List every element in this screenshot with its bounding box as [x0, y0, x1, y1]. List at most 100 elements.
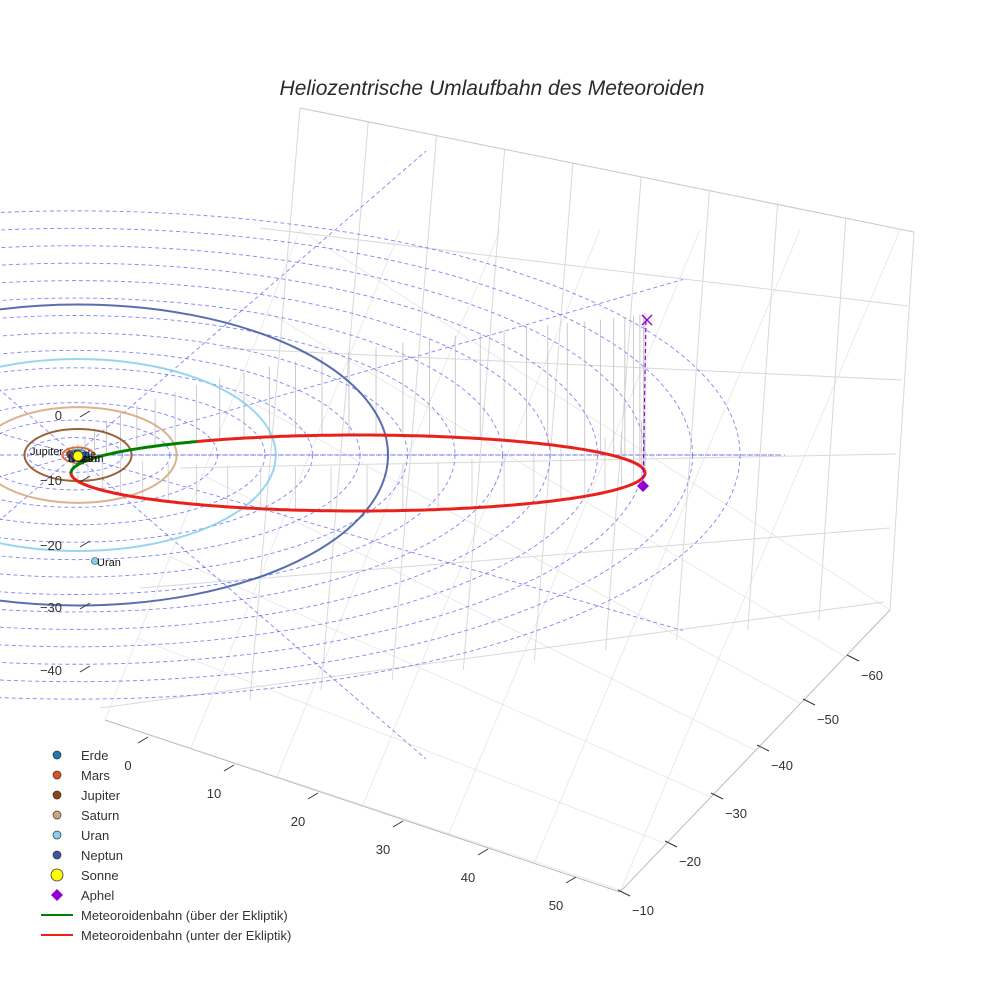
x-tick-label: 30: [376, 842, 390, 857]
grid-line: [676, 190, 710, 641]
x-tick-label: 0: [124, 758, 131, 773]
y-tick-label: −10: [632, 903, 654, 918]
grid-line: [533, 163, 574, 661]
axis-edge: [299, 107, 915, 233]
planet-orbit: [0, 358, 277, 552]
grid-line: [299, 229, 891, 611]
grid-line: [889, 231, 915, 611]
ecliptic-spoke: [74, 150, 427, 456]
legend-item: Neptun: [52, 848, 123, 863]
legend-item: Meteoroidenbahn (unter der Ekliptik): [41, 928, 291, 943]
z-tick-label: −30: [40, 600, 62, 615]
x-tick-label: 40: [461, 870, 475, 885]
legend-item: Aphel: [51, 888, 114, 903]
ecliptic-spoke: [74, 454, 427, 760]
legend-symbol: [50, 868, 64, 882]
planet-orbit: [0, 406, 178, 504]
orbit-above-ecliptic: [69, 440, 197, 473]
y-tick-label: −40: [771, 758, 793, 773]
x-tick-mark: [307, 792, 319, 800]
y-tick-label: −60: [861, 668, 883, 683]
z-tick-label: 0: [55, 408, 62, 423]
grid-line: [259, 227, 909, 307]
legend-label: Saturn: [81, 808, 119, 823]
ecliptic-reference-grid: [0, 150, 785, 760]
z-tick-label: −20: [40, 538, 62, 553]
y-tick-mark: [846, 654, 860, 662]
grid-line: [267, 311, 846, 658]
grid-line: [179, 453, 897, 469]
legend-symbol: [52, 850, 62, 860]
axis-edge: [104, 719, 621, 893]
grid-line: [619, 229, 901, 893]
sun-marker: [72, 450, 84, 462]
axis-edge: [619, 609, 891, 893]
x-tick-label: 50: [549, 898, 563, 913]
x-tick-mark: [565, 876, 577, 884]
legend: Erde Mars Jupiter Saturn Uran Neptun Sonne Aphe…: [41, 748, 291, 943]
aphel-marker: [637, 480, 649, 492]
z-tick-mark: [79, 665, 91, 673]
z-tick-mark: [79, 410, 91, 418]
legend-symbol: [52, 790, 62, 800]
legend-label: Jupiter: [81, 788, 121, 803]
legend-label: Erde: [81, 748, 108, 763]
z-tick-label: −40: [40, 663, 62, 678]
grid-line: [447, 229, 701, 835]
grid-line: [139, 527, 891, 589]
x-tick-mark: [477, 848, 489, 856]
y-tick-mark: [802, 698, 816, 706]
legend-item: Mars: [52, 768, 110, 783]
ecliptic-spoke: [0, 389, 76, 456]
legend-item: Saturn: [52, 808, 119, 823]
grid-line: [202, 474, 756, 751]
orbit-below-ecliptic: [69, 473, 647, 513]
x-tick-mark: [137, 736, 149, 744]
grid-line: [533, 229, 801, 864]
grid-line: [818, 218, 847, 621]
y-tick-mark: [664, 840, 678, 848]
x-tick-mark: [223, 764, 235, 772]
ecliptic-spoke: [74, 279, 684, 456]
legend-symbol: [51, 889, 63, 901]
z-tick-mark: [79, 540, 91, 548]
meteoroid-orbit: [69, 433, 647, 513]
legend-item: Erde: [52, 748, 108, 763]
y-tick-mark: [710, 792, 724, 800]
grid-line: [99, 601, 885, 709]
grid-line: [219, 347, 903, 381]
axis-tick-labels: 0 −10 −20 −30 −40 0 10 20 30 40 50 −10 −20 −30 −40 −50 −…: [40, 408, 883, 918]
z-tick-label: −10: [40, 473, 62, 488]
y-tick-label: −20: [679, 854, 701, 869]
planet-label: Uran: [97, 557, 121, 569]
x-tick-label: 10: [207, 786, 221, 801]
y-tick-label: −30: [725, 806, 747, 821]
grid-line: [234, 392, 801, 704]
legend-label: Sonne: [81, 868, 119, 883]
legend-symbol: [52, 750, 62, 760]
ecliptic-ring: [0, 367, 313, 543]
z-tick-mark: [79, 602, 91, 610]
grid-line: [249, 107, 301, 701]
planet-orbit: [0, 303, 389, 607]
planet-marker: [91, 557, 99, 565]
aphel-projection-cross: [641, 314, 653, 326]
legend-symbol: [52, 770, 62, 780]
grid-line: [276, 229, 501, 778]
legend-label: Meteoroidenbahn (unter der Ekliptik): [81, 928, 291, 943]
grid-line: [391, 135, 437, 681]
x-tick-mark: [392, 820, 404, 828]
y-tick-mark: [617, 889, 631, 897]
planet-label: Jupiter: [30, 446, 63, 458]
z-tick-mark: [79, 475, 91, 483]
legend-item: Meteoroidenbahn (über der Ekliptik): [41, 908, 288, 923]
grid-line: [362, 229, 601, 807]
orbit-below-ecliptic: [196, 433, 647, 473]
y-tick-mark: [756, 744, 770, 752]
legend-label: Aphel: [81, 888, 114, 903]
x-tick-label: 20: [291, 814, 305, 829]
ecliptic-spoke: [0, 454, 76, 521]
